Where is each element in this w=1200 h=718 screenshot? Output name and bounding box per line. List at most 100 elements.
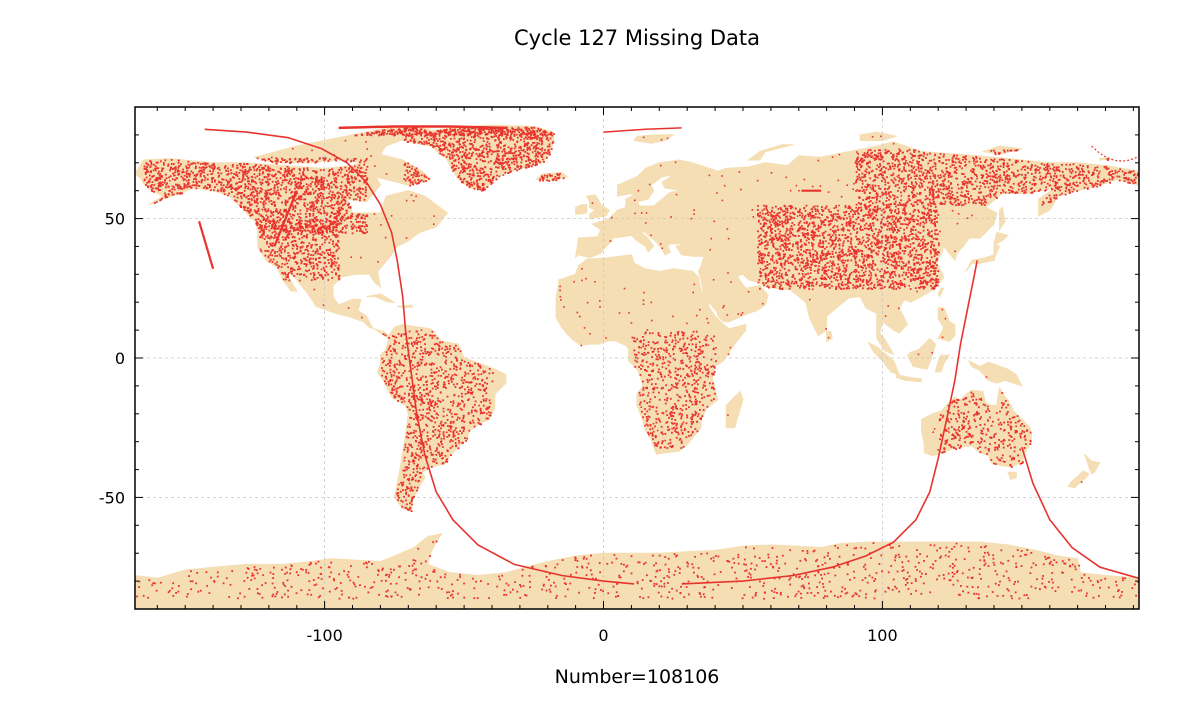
missing-point: [788, 249, 790, 251]
missing-point: [190, 170, 193, 173]
missing-point: [673, 345, 675, 348]
missing-point: [673, 426, 675, 429]
missing-point: [486, 382, 488, 385]
missing-point: [697, 335, 699, 338]
missing-point: [503, 145, 505, 147]
missing-point: [364, 232, 367, 234]
missing-point: [457, 447, 460, 450]
missing-point: [489, 180, 492, 183]
missing-point: [332, 256, 334, 258]
missing-point: [298, 279, 301, 282]
missing-point: [539, 139, 541, 142]
missing-point: [316, 277, 319, 279]
missing-point: [427, 133, 430, 136]
missing-point: [658, 355, 661, 358]
missing-point: [307, 224, 310, 227]
missing-point: [644, 408, 646, 410]
missing-point: [233, 176, 235, 179]
missing-point: [457, 167, 460, 169]
missing-point: [339, 209, 342, 212]
missing-point: [478, 129, 481, 132]
missing-point: [456, 359, 458, 361]
missing-point: [793, 282, 795, 285]
missing-point: [486, 151, 489, 153]
missing-point: [473, 187, 476, 190]
missing-point: [292, 228, 295, 231]
missing-point: [169, 175, 172, 178]
missing-point: [312, 257, 315, 260]
missing-point: [300, 198, 303, 201]
missing-point: [468, 129, 471, 131]
missing-point: [469, 133, 472, 136]
missing-point: [247, 170, 250, 173]
missing-point: [415, 423, 417, 426]
missing-point: [290, 161, 293, 163]
missing-point: [644, 413, 646, 415]
missing-point: [321, 229, 324, 232]
missing-point: [335, 186, 337, 189]
missing-point: [484, 370, 487, 373]
missing-point: [403, 139, 406, 141]
missing-point: [363, 217, 366, 220]
missing-point: [642, 359, 644, 362]
missing-point: [297, 268, 300, 271]
missing-point: [688, 375, 691, 378]
missing-point: [339, 171, 342, 174]
missing-point: [507, 129, 509, 131]
missing-point: [298, 172, 301, 175]
missing-point: [221, 186, 224, 189]
missing-point: [704, 367, 707, 370]
missing-point: [174, 171, 176, 174]
missing-point: [429, 401, 432, 403]
missing-point: [653, 442, 656, 444]
missing-point: [398, 394, 401, 397]
missing-point: [478, 169, 481, 172]
missing-point: [393, 371, 396, 374]
missing-point: [666, 399, 668, 402]
missing-point: [159, 173, 162, 175]
missing-point: [693, 372, 696, 374]
missing-point: [314, 243, 317, 246]
missing-point: [431, 347, 433, 350]
missing-point: [272, 211, 275, 213]
missing-point: [423, 143, 426, 145]
missing-point: [348, 168, 350, 170]
missing-point: [532, 160, 535, 163]
missing-point: [434, 433, 437, 436]
missing-point: [307, 160, 310, 162]
missing-point: [404, 489, 407, 491]
missing-point: [225, 179, 228, 182]
missing-point: [348, 197, 351, 199]
missing-point: [312, 226, 315, 228]
missing-point: [276, 255, 279, 257]
missing-point: [190, 163, 193, 165]
missing-point: [403, 130, 406, 132]
missing-point: [328, 185, 331, 188]
missing-point: [195, 174, 198, 176]
missing-point: [289, 196, 292, 199]
missing-point: [667, 426, 669, 428]
missing-point: [361, 175, 363, 177]
missing-point: [666, 341, 669, 344]
missing-point: [276, 210, 279, 213]
missing-point: [331, 168, 333, 171]
missing-point: [415, 454, 418, 456]
missing-point: [308, 193, 310, 195]
missing-point: [498, 134, 500, 137]
missing-point: [496, 150, 498, 153]
missing-point: [466, 139, 469, 142]
missing-point: [430, 420, 433, 422]
missing-point: [273, 220, 276, 222]
missing-point: [477, 128, 480, 131]
missing-point: [425, 140, 428, 143]
missing-point: [417, 458, 420, 461]
missing-point: [491, 179, 494, 181]
missing-point: [500, 141, 502, 144]
missing-point: [396, 132, 399, 135]
missing-point: [381, 369, 384, 372]
missing-point: [446, 148, 449, 151]
missing-point: [420, 456, 422, 459]
missing-point: [228, 181, 230, 183]
missing-point: [325, 229, 328, 232]
missing-point: [336, 197, 339, 200]
